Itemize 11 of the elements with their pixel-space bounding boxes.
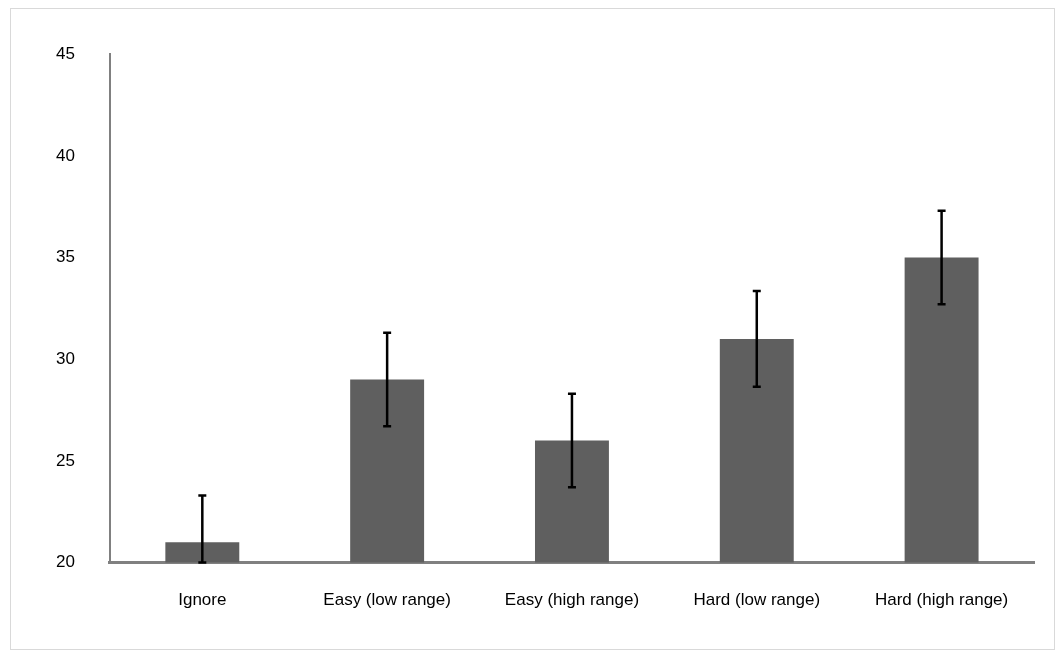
- x-tick-label: Hard (high range): [874, 590, 1009, 610]
- y-tick-label: 40: [55, 145, 75, 165]
- x-tick-label: Easy (high range): [504, 590, 640, 610]
- y-tick-label: 25: [55, 450, 75, 470]
- x-tick-label: Easy (low range): [323, 590, 451, 610]
- y-tick-label: 20: [55, 552, 75, 572]
- y-tick-label: 35: [55, 247, 75, 267]
- x-tick-label: Hard (low range): [693, 590, 821, 610]
- y-tick-label: 30: [55, 348, 75, 368]
- y-tick-label: 45: [55, 43, 75, 63]
- x-tick-label: Ignore: [178, 590, 227, 610]
